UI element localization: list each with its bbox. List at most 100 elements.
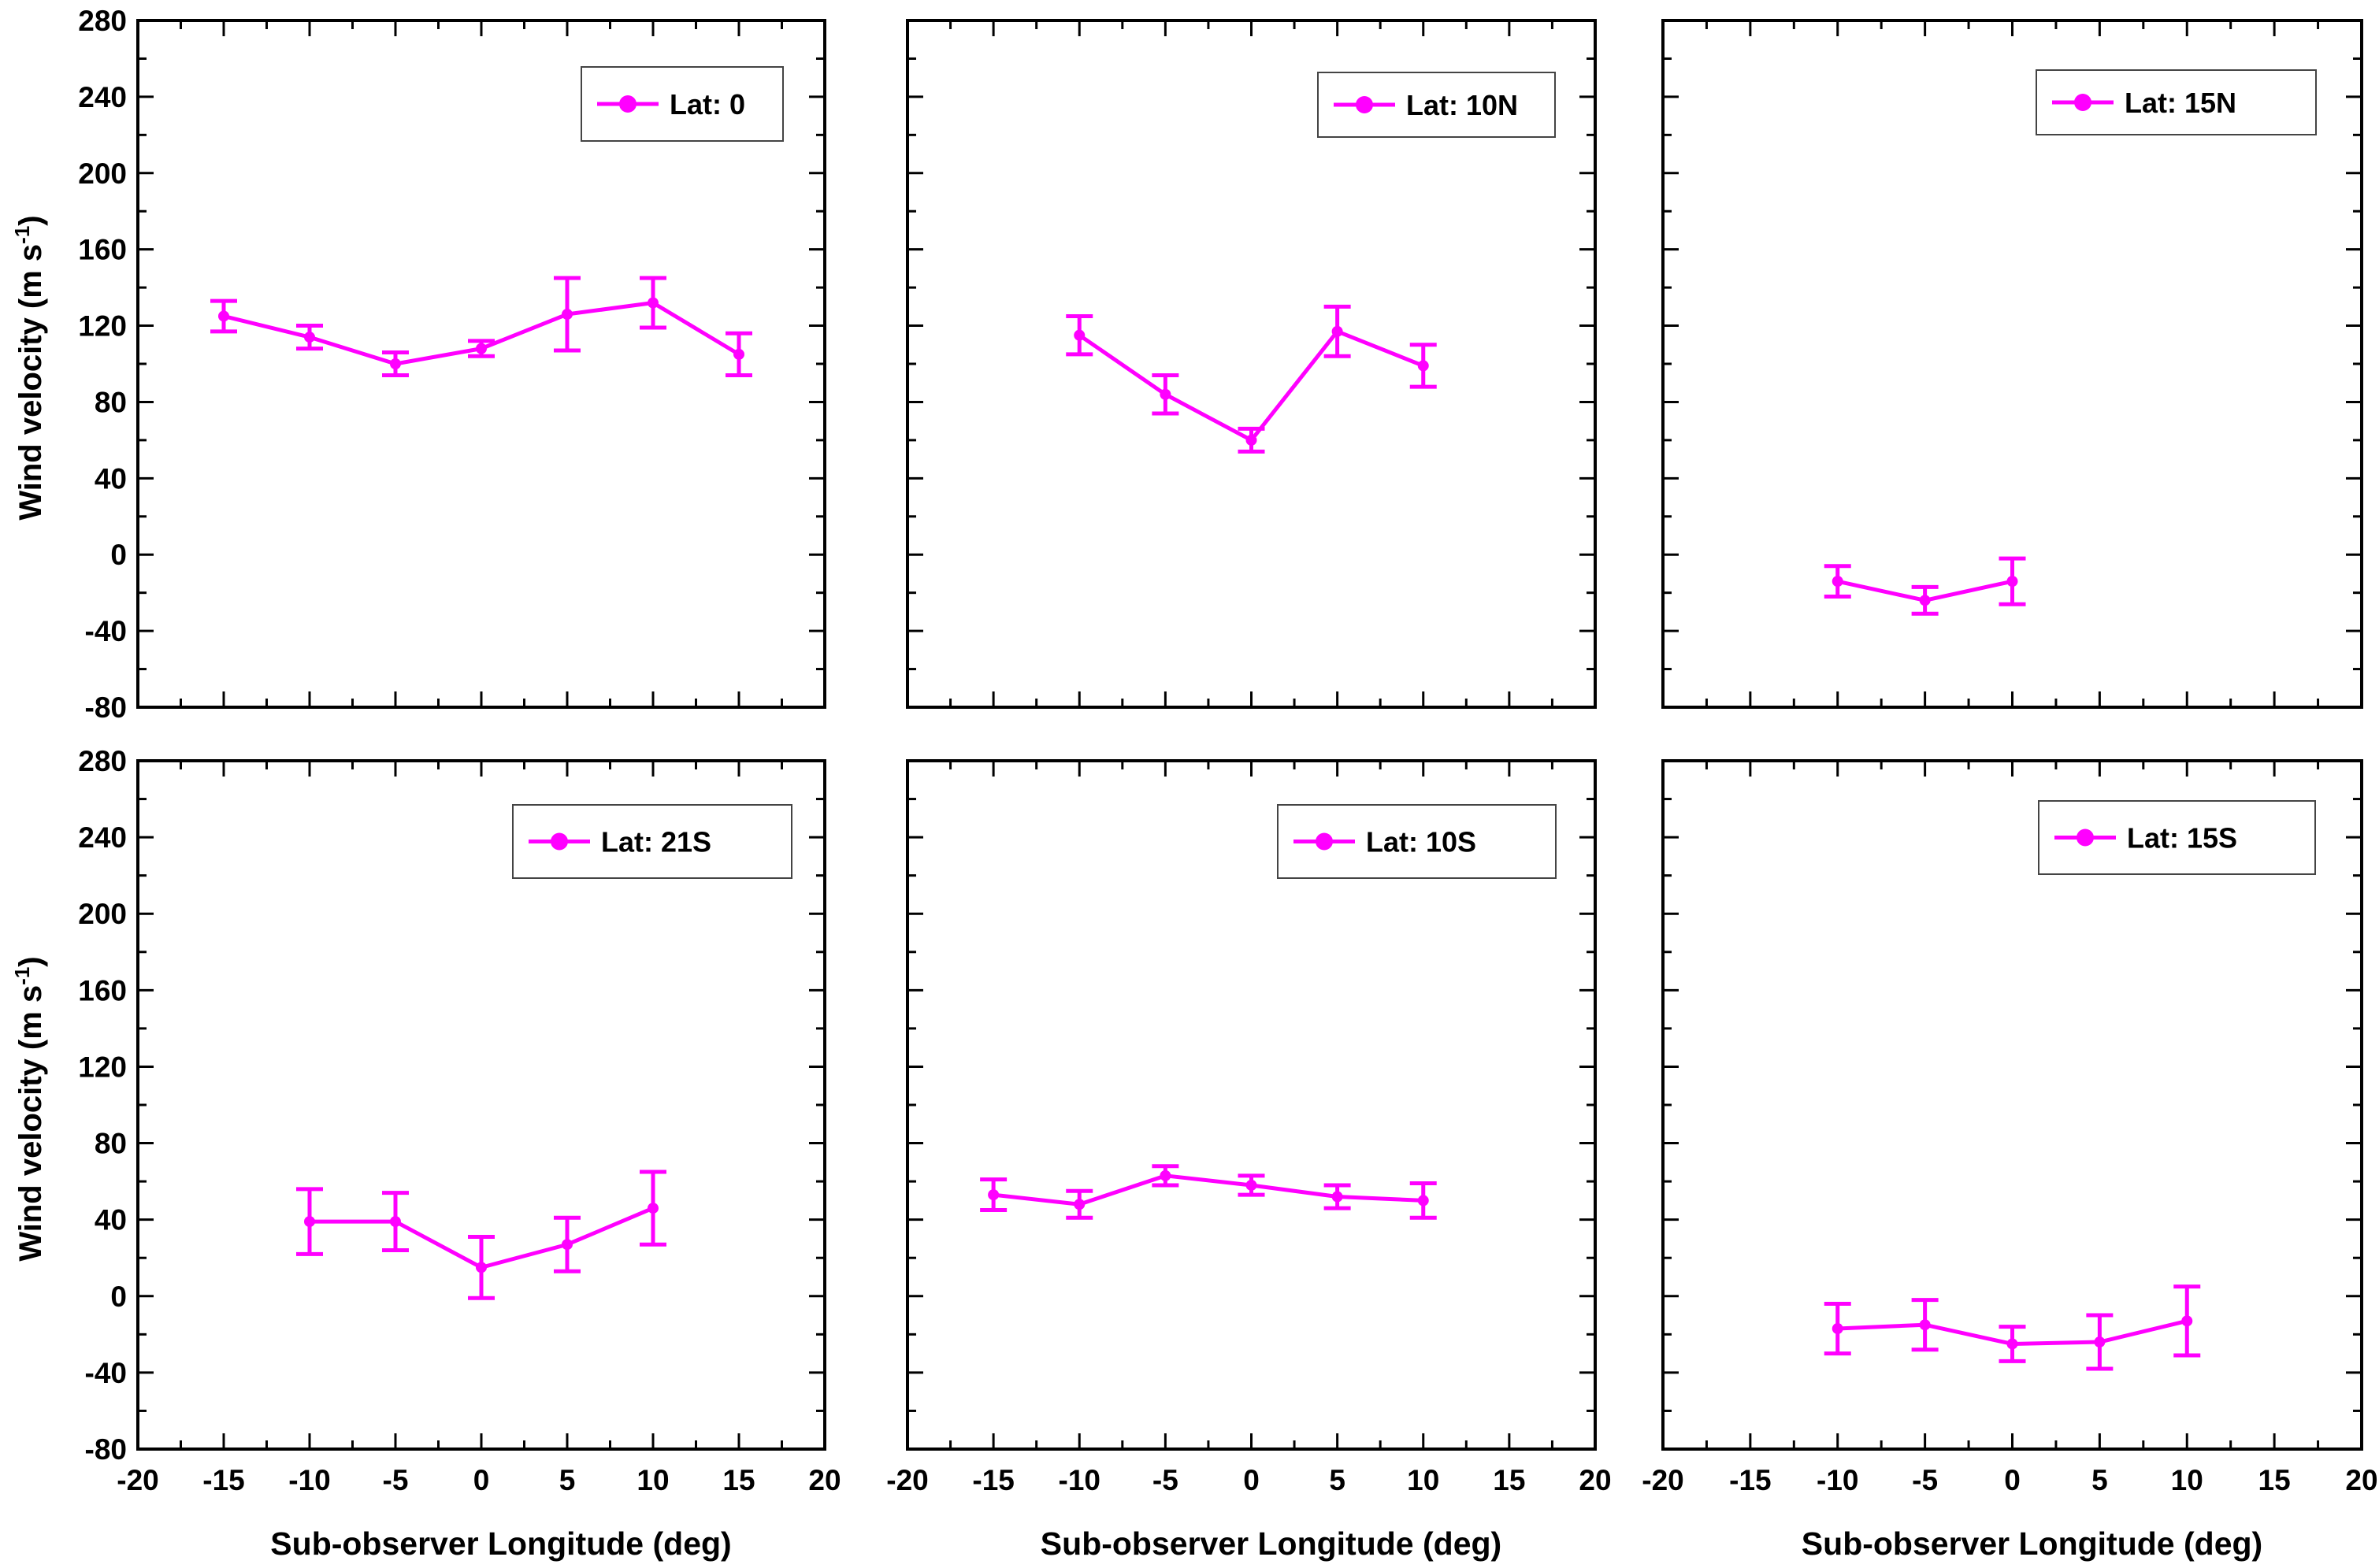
x-tick-label: 5 [2091,1464,2108,1496]
x-tick-label: -15 [202,1464,244,1496]
x-tick-label: -5 [1912,1464,1938,1496]
data-point [1160,1170,1171,1181]
x-tick-label: 10 [1407,1464,1439,1496]
x-tick-label: 20 [808,1464,841,1496]
data-point [304,1216,315,1228]
x-tick-label: -20 [1642,1464,1683,1496]
legend-label: Lat: 0 [670,88,745,120]
x-tick-label: -5 [1152,1464,1178,1496]
series-line [993,1173,1423,1207]
legend-label: Lat: 21S [601,826,711,858]
y-tick-label: 120 [78,1051,127,1083]
data-point [988,1189,1000,1201]
data-point [562,1239,573,1251]
legend-box [2036,69,2317,135]
chart-panel-4: -80 -40 0 40 80 120 160 200 240 280 -20 -15 -10 -5 0 5 1… [10,745,841,1562]
x-tick-label: -10 [1817,1464,1858,1496]
data-point [304,332,315,343]
x-tick-label: 10 [2171,1464,2203,1496]
x-tick-label: 15 [2258,1464,2291,1496]
x-tick-label: 20 [2345,1464,2377,1496]
data-point [1074,1199,1086,1210]
x-tick-label: 0 [473,1464,490,1496]
x-tick-label: -10 [288,1464,330,1496]
y-axis-label-close: ) [13,956,48,966]
x-tick-label: -10 [1059,1464,1100,1496]
x-tick-label: -15 [972,1464,1014,1496]
legend-marker [1316,832,1333,851]
data-point [733,348,744,360]
data-point [1417,1195,1429,1207]
x-axis-label: Sub-observer Longitude (deg) [1041,1525,1501,1562]
data-point [648,1203,659,1214]
series-line [1078,329,1424,443]
chart-panel-3: Lat: 15N [1661,19,2363,709]
x-tick-label: 0 [1243,1464,1260,1496]
legend-label: Lat: 10S [1366,826,1476,858]
y-tick-label: 200 [78,158,127,190]
y-axis-label: Wind velocity (m s-1) [10,956,48,1261]
legend-marker [619,95,637,113]
x-tick-label: 20 [1579,1464,1611,1496]
data-point [390,1216,401,1228]
data-point [1919,1319,1931,1331]
y-tick-label: 160 [78,974,127,1006]
chart-panel-2: Lat: 10N [906,19,1597,709]
legend: Lat: 10S [1277,804,1557,879]
y-tick-label: -40 [85,615,127,647]
data-point [1832,576,1843,588]
legend: Lat: 15S [2038,800,2316,875]
y-axis-label-superscript: -1 [10,967,34,985]
y-tick-label: 40 [95,1204,127,1236]
y-tick-label: 40 [95,462,127,495]
x-tick-label: 15 [722,1464,755,1496]
data-point [562,309,573,321]
legend: Lat: 15N [2036,69,2317,135]
y-tick-label: 160 [78,234,127,266]
y-tick-label: -40 [85,1357,127,1389]
y-axis-label-main: Wind velocity (m s [13,985,48,1262]
data-point [2006,1338,2018,1350]
data-point [1832,1323,1843,1335]
legend-label: Lat: 15N [2125,87,2236,119]
x-tick-label: 5 [1329,1464,1345,1496]
data-point [648,297,659,309]
legend-marker [2077,828,2094,847]
chart-panel-1: -80 -40 0 40 80 120 160 200 240 280 Wind velocity … [10,5,826,724]
x-axis-label: Sub-observer Longitude (deg) [270,1525,731,1562]
legend-label: Lat: 15S [2127,822,2237,854]
x-tick-label: -15 [1729,1464,1771,1496]
y-tick-label: 0 [110,539,127,571]
x-tick-label: 5 [559,1464,576,1496]
data-point [2181,1315,2193,1327]
x-tick-label: 10 [637,1464,669,1496]
y-tick-label: 80 [95,386,127,418]
legend-marker [551,832,568,851]
y-tick-label: 280 [78,5,127,37]
chart-panel-6: -20 -15 -10 -5 0 5 10 15 20 Sub-observer Longitud… [1642,759,2378,1562]
y-tick-label: 240 [78,81,127,113]
y-tick-label: 80 [95,1128,127,1160]
legend: Lat: 10N [1317,72,1556,138]
y-tick-label: 280 [78,745,127,777]
x-tick-label: 15 [1493,1464,1525,1496]
legend-marker [1356,96,1373,113]
y-tick-label: 120 [78,310,127,343]
data-point [476,1262,487,1273]
x-tick-label: -20 [117,1464,158,1496]
data-point [1417,360,1429,372]
data-point [1331,325,1343,337]
x-axis-label: Sub-observer Longitude (deg) [1802,1525,2262,1562]
legend-label: Lat: 10N [1406,89,1518,121]
legend: Lat: 21S [512,804,792,879]
y-axis-label-main: Wind velocity (m s [13,244,48,521]
data-point [1245,434,1257,446]
data-point [1074,329,1086,341]
y-axis-label-superscript: -1 [10,226,34,244]
data-point [218,310,229,322]
data-point [1331,1191,1343,1203]
data-point [390,358,401,369]
y-tick-label: 200 [78,898,127,930]
data-point [1160,388,1171,400]
